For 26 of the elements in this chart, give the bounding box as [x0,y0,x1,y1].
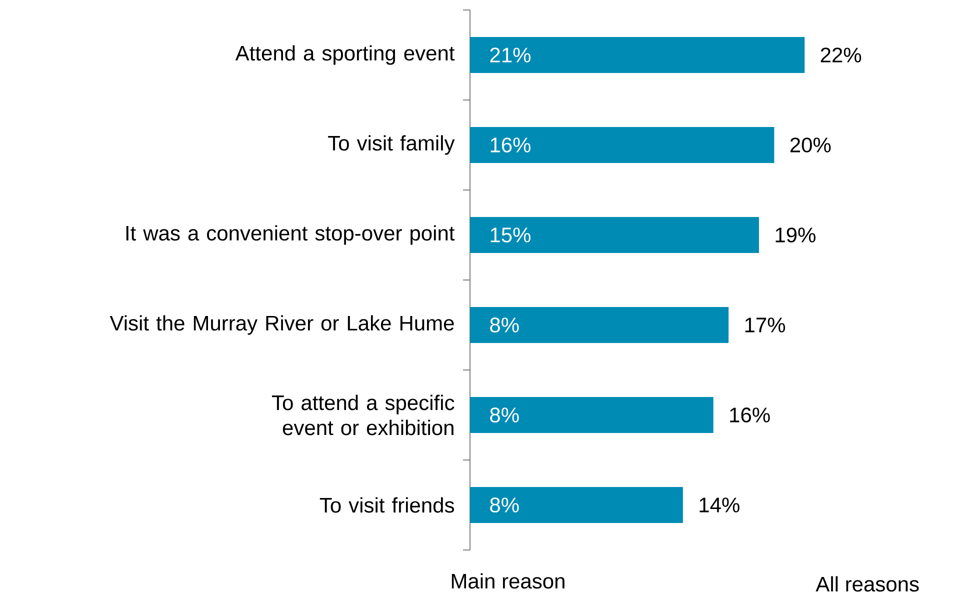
data-label: 14% [700,498,740,512]
data-label: 16% [730,408,770,422]
bar [470,306,729,343]
bar [470,37,805,73]
annotation: 8% [490,318,519,332]
text: All reasons [816,576,919,592]
bar [470,396,714,433]
bar [470,216,759,253]
annotation: 16% [490,138,530,152]
y-tick-label: It was a convenient stop-over point [126,225,455,245]
annotation: 15% [490,228,530,242]
y-tick-label: To visit family [328,135,455,155]
y-tick-label: To attend a specific event or exhibition [272,394,454,436]
data-label: 19% [776,228,816,242]
bar [470,486,683,523]
annotation: 21% [490,48,530,62]
annotation: 8% [490,408,519,422]
data-label: 20% [790,138,831,152]
text: Main reason [452,573,564,589]
data-label: 22% [820,48,862,62]
y-tick-label: Visit the Murray River or Lake Hume [110,315,454,335]
bar [470,127,774,163]
y-tick-label: Attend a sporting event [235,45,455,65]
y-tick-label: To visit friends [320,497,454,513]
data-label: 17% [745,318,786,332]
annotation: 8% [490,498,519,512]
